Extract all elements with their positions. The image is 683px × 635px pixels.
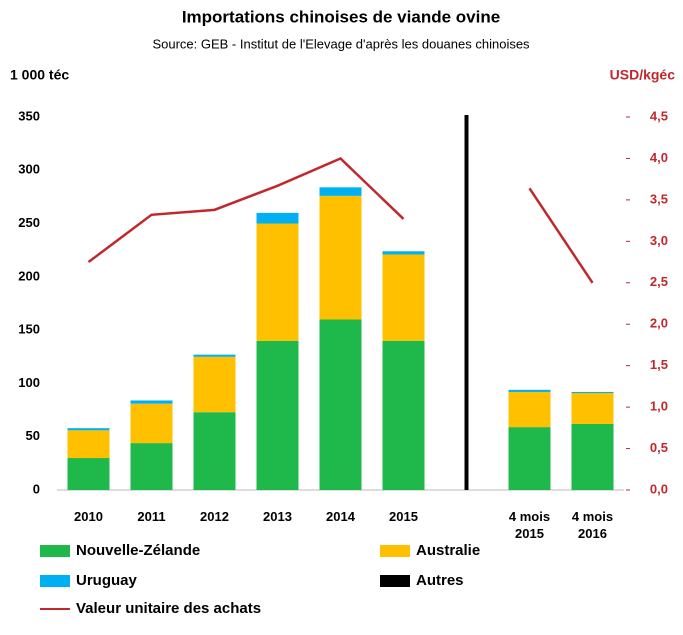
bar-segment	[67, 428, 110, 431]
bar-segment	[67, 430, 110, 459]
bar-segment	[319, 319, 362, 490]
legend-swatch	[40, 607, 70, 610]
x-tick-label: 2012	[200, 509, 229, 524]
y-tick-label: 350	[18, 108, 40, 123]
bar-segment	[130, 400, 173, 404]
x-tick-label: 2013	[263, 509, 292, 524]
bar-segment	[319, 195, 362, 320]
y2-tick-label: 3,5	[650, 191, 668, 206]
bar-segment	[571, 391, 614, 394]
chart-title: Importations chinoises de viande ovine	[182, 7, 500, 26]
bar-segment	[193, 354, 236, 357]
y2-tick-label: 4,0	[650, 150, 668, 165]
legend-swatch	[40, 574, 70, 587]
legend-label: Autres	[416, 572, 464, 589]
y2-tick-label: 2,0	[650, 316, 668, 331]
line	[87, 156, 594, 284]
bar-segment	[193, 356, 236, 413]
y2-tick-label: 2,5	[650, 274, 668, 289]
x-tick-label: 2015	[389, 509, 418, 524]
legend-item: Nouvelle-Zélande	[40, 542, 200, 559]
legend-swatch	[380, 574, 410, 587]
bar-segment	[508, 427, 551, 490]
legend-label: Australie	[416, 542, 481, 559]
x-tick-label: 2010	[74, 509, 103, 524]
y-tick-label: 50	[26, 428, 40, 443]
bar-segment	[256, 212, 299, 224]
bar-segment	[508, 389, 551, 392]
bar-segment	[571, 393, 614, 424]
x-tick-label: 2011	[137, 509, 166, 524]
bar-segment	[382, 254, 425, 341]
y-tick-label: 100	[18, 375, 40, 390]
bar-segment	[67, 458, 110, 490]
bar-segment	[571, 423, 614, 490]
x-tick-label: 2014	[326, 509, 355, 524]
bar-segment	[382, 340, 425, 490]
bar-segment	[130, 403, 173, 444]
y-tick-label: 200	[18, 268, 40, 283]
y-axis-label: 1 000 téc	[10, 67, 69, 83]
y-tick-label: 0	[33, 481, 40, 496]
y2-tick-label: 3,0	[650, 233, 668, 248]
legend-label: Nouvelle-Zélande	[76, 542, 201, 559]
bar-segment	[382, 251, 425, 255]
bar-segment	[256, 340, 299, 490]
y2-tick-label: 1,0	[650, 399, 668, 414]
bar-segment	[508, 391, 551, 428]
legend-label: Valeur unitaire des achats	[76, 600, 262, 617]
legend-label: Uruguay	[76, 572, 137, 589]
legend-item: Valeur unitaire des achats	[40, 600, 261, 617]
legend-item: Autres	[380, 572, 464, 589]
legend-swatch	[40, 544, 70, 557]
y-tick-label: 150	[18, 322, 40, 337]
y2-axis-label: USD/kgéc	[610, 67, 676, 83]
y2-tick-label: 4,5	[650, 108, 668, 123]
x-tick-label: 4 mois 2016	[571, 509, 614, 541]
bar-segment	[256, 223, 299, 341]
bar-segment	[193, 412, 236, 490]
x-tick-label: 4 mois 2015	[508, 509, 551, 541]
legend-item: Uruguay	[40, 572, 137, 589]
bar-segment	[130, 443, 173, 490]
y2-tick-label: 0,0	[650, 481, 668, 496]
chart-subtitle: Source: GEB - Institut de l'Elevage d'ap…	[152, 36, 530, 51]
y-tick-label: 250	[18, 215, 40, 230]
y2-tick-label: 0,5	[650, 440, 668, 455]
y-tick-label: 300	[18, 162, 40, 177]
legend-swatch	[380, 544, 410, 557]
bar-segment	[319, 187, 362, 196]
y2-tick-label: 1,5	[650, 357, 668, 372]
legend-item: Australie	[380, 542, 480, 559]
